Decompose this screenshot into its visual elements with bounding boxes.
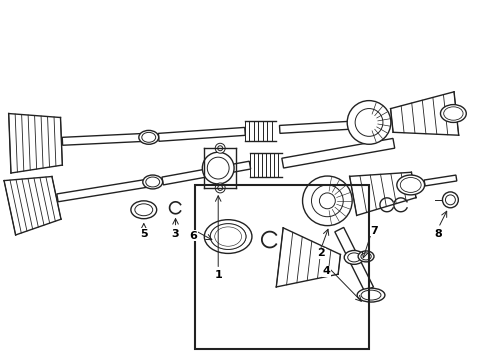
Circle shape [319, 193, 335, 209]
Ellipse shape [397, 175, 425, 195]
Ellipse shape [441, 105, 466, 122]
Ellipse shape [358, 251, 374, 262]
Ellipse shape [146, 177, 160, 187]
Circle shape [202, 152, 234, 184]
Text: 5: 5 [140, 229, 147, 239]
Circle shape [347, 100, 391, 144]
Polygon shape [162, 161, 251, 185]
Ellipse shape [400, 177, 421, 192]
Polygon shape [282, 138, 395, 168]
Ellipse shape [210, 224, 246, 249]
Circle shape [215, 183, 225, 193]
Circle shape [218, 146, 222, 151]
Circle shape [215, 143, 225, 153]
Ellipse shape [210, 224, 246, 249]
Text: 8: 8 [435, 229, 442, 239]
Circle shape [207, 157, 229, 179]
Ellipse shape [143, 175, 163, 189]
Circle shape [445, 195, 455, 205]
Ellipse shape [348, 253, 361, 262]
Circle shape [442, 192, 458, 208]
Text: 7: 7 [370, 226, 378, 236]
Ellipse shape [215, 227, 242, 246]
Polygon shape [424, 175, 457, 186]
Ellipse shape [361, 253, 371, 260]
Circle shape [355, 109, 383, 136]
Bar [196, 185, 369, 349]
Circle shape [302, 176, 352, 226]
Polygon shape [57, 179, 149, 202]
Text: 2: 2 [318, 248, 325, 258]
Polygon shape [279, 121, 364, 133]
Text: 3: 3 [172, 229, 179, 239]
Polygon shape [62, 133, 146, 145]
Ellipse shape [444, 107, 463, 120]
Ellipse shape [357, 288, 385, 302]
Ellipse shape [344, 251, 364, 264]
Ellipse shape [142, 132, 156, 142]
Ellipse shape [131, 201, 157, 219]
Text: 1: 1 [214, 270, 222, 280]
Text: 6: 6 [190, 231, 197, 240]
Polygon shape [158, 127, 245, 141]
Ellipse shape [135, 204, 153, 216]
Circle shape [218, 185, 222, 190]
Polygon shape [335, 228, 373, 291]
Text: 4: 4 [322, 266, 330, 276]
Ellipse shape [204, 220, 252, 253]
Circle shape [312, 185, 343, 217]
Ellipse shape [361, 290, 381, 300]
Ellipse shape [139, 130, 159, 144]
